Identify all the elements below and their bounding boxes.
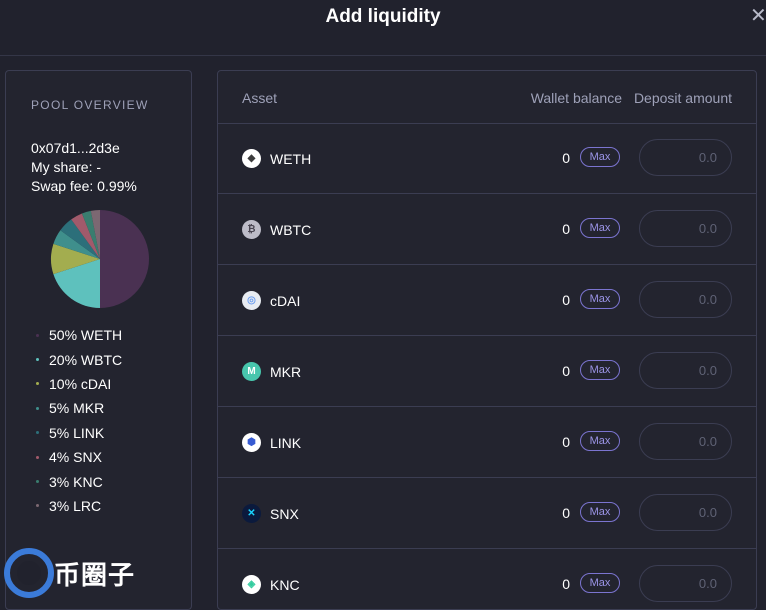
pool-allocation-pie (50, 209, 150, 309)
table-row: M MKR 0 Max (218, 336, 756, 407)
legend-dot (36, 480, 39, 483)
table-row: ⬢ LINK 0 Max (218, 407, 756, 478)
max-button[interactable]: Max (580, 147, 620, 167)
wallet-balance: 0 (562, 434, 570, 450)
legend-label: 5% MKR (49, 400, 104, 416)
swap-fee: Swap fee: 0.99% (31, 178, 137, 194)
knc-icon: ◈ (242, 575, 261, 594)
wallet-balance: 0 (562, 363, 570, 379)
max-button[interactable]: Max (580, 289, 620, 309)
deposit-amount-input[interactable] (639, 565, 732, 602)
allocation-legend: 50% WETH 20% WBTC 10% cDAI 5% MKR 5% LINK 4% … (31, 323, 122, 518)
legend-item: 20% WBTC (31, 347, 122, 371)
asset-symbol: KNC (270, 577, 300, 593)
modal-title: Add liquidity (0, 6, 766, 28)
asset-symbol: MKR (270, 364, 301, 380)
watermark-text: 币圈子 (54, 555, 135, 592)
snx-icon: ✕ (242, 504, 261, 523)
pool-overview-heading: POOL OVERVIEW (31, 98, 149, 112)
pie-slice (100, 210, 149, 308)
legend-dot (36, 358, 39, 361)
asset-symbol: WETH (270, 151, 311, 167)
table-row: ◎ cDAI 0 Max (218, 265, 756, 336)
watermark-icon (4, 541, 54, 601)
legend-label: 5% LINK (49, 425, 104, 441)
pool-overview-panel: POOL OVERVIEW 0x07d1...2d3e My share: - … (5, 70, 192, 610)
table-row: ₿ WBTC 0 Max (218, 194, 756, 265)
legend-label: 20% WBTC (49, 352, 122, 368)
deposit-amount-input[interactable] (639, 352, 732, 389)
deposit-amount-input[interactable] (639, 494, 732, 531)
legend-item: 4% SNX (31, 445, 122, 469)
close-icon[interactable]: ✕ (750, 6, 764, 26)
legend-item: 50% WETH (31, 323, 122, 347)
deposit-table: Asset Wallet balance Deposit amount ◆ WET… (217, 70, 757, 610)
legend-item: 10% cDAI (31, 372, 122, 396)
legend-item: 3% LRC (31, 494, 122, 518)
max-button[interactable]: Max (580, 431, 620, 451)
deposit-amount-input[interactable] (639, 210, 732, 247)
pool-address: 0x07d1...2d3e (31, 140, 120, 156)
wallet-balance: 0 (562, 292, 570, 308)
legend-item: 3% KNC (31, 469, 122, 493)
btc-icon: ₿ (242, 220, 261, 239)
legend-label: 10% cDAI (49, 376, 111, 392)
max-button[interactable]: Max (580, 502, 620, 522)
mkr-icon: M (242, 362, 261, 381)
wallet-balance: 0 (562, 576, 570, 592)
link-icon: ⬢ (242, 433, 261, 452)
legend-dot (36, 456, 39, 459)
legend-label: 3% KNC (49, 474, 103, 490)
legend-label: 50% WETH (49, 327, 122, 343)
legend-dot (36, 504, 39, 507)
asset-symbol: SNX (270, 506, 299, 522)
header-asset: Asset (242, 90, 277, 106)
max-button[interactable]: Max (580, 573, 620, 593)
cdai-icon: ◎ (242, 291, 261, 310)
max-button[interactable]: Max (580, 360, 620, 380)
deposit-amount-input[interactable] (639, 423, 732, 460)
eth-icon: ◆ (242, 149, 261, 168)
legend-item: 5% MKR (31, 396, 122, 420)
deposit-amount-input[interactable] (639, 281, 732, 318)
legend-dot (36, 382, 39, 385)
wallet-balance: 0 (562, 221, 570, 237)
legend-dot (36, 334, 39, 337)
max-button[interactable]: Max (580, 218, 620, 238)
asset-symbol: WBTC (270, 222, 311, 238)
legend-item: 5% LINK (31, 421, 122, 445)
table-row: ◆ WETH 0 Max (218, 123, 756, 194)
legend-dot (36, 431, 39, 434)
table-row: ✕ SNX 0 Max (218, 478, 756, 549)
wallet-balance: 0 (562, 150, 570, 166)
table-header: Asset Wallet balance Deposit amount (218, 71, 756, 124)
legend-label: 4% SNX (49, 449, 102, 465)
legend-dot (36, 407, 39, 410)
asset-symbol: cDAI (270, 293, 300, 309)
legend-label: 3% LRC (49, 498, 101, 514)
header-wallet-balance: Wallet balance (531, 90, 622, 106)
asset-symbol: LINK (270, 435, 301, 451)
my-share: My share: - (31, 159, 101, 175)
modal-header: Add liquidity ✕ (0, 0, 766, 56)
wallet-balance: 0 (562, 505, 570, 521)
deposit-amount-input[interactable] (639, 139, 732, 176)
header-deposit-amount: Deposit amount (634, 90, 732, 106)
watermark-logo: 币圈子 (4, 541, 154, 601)
